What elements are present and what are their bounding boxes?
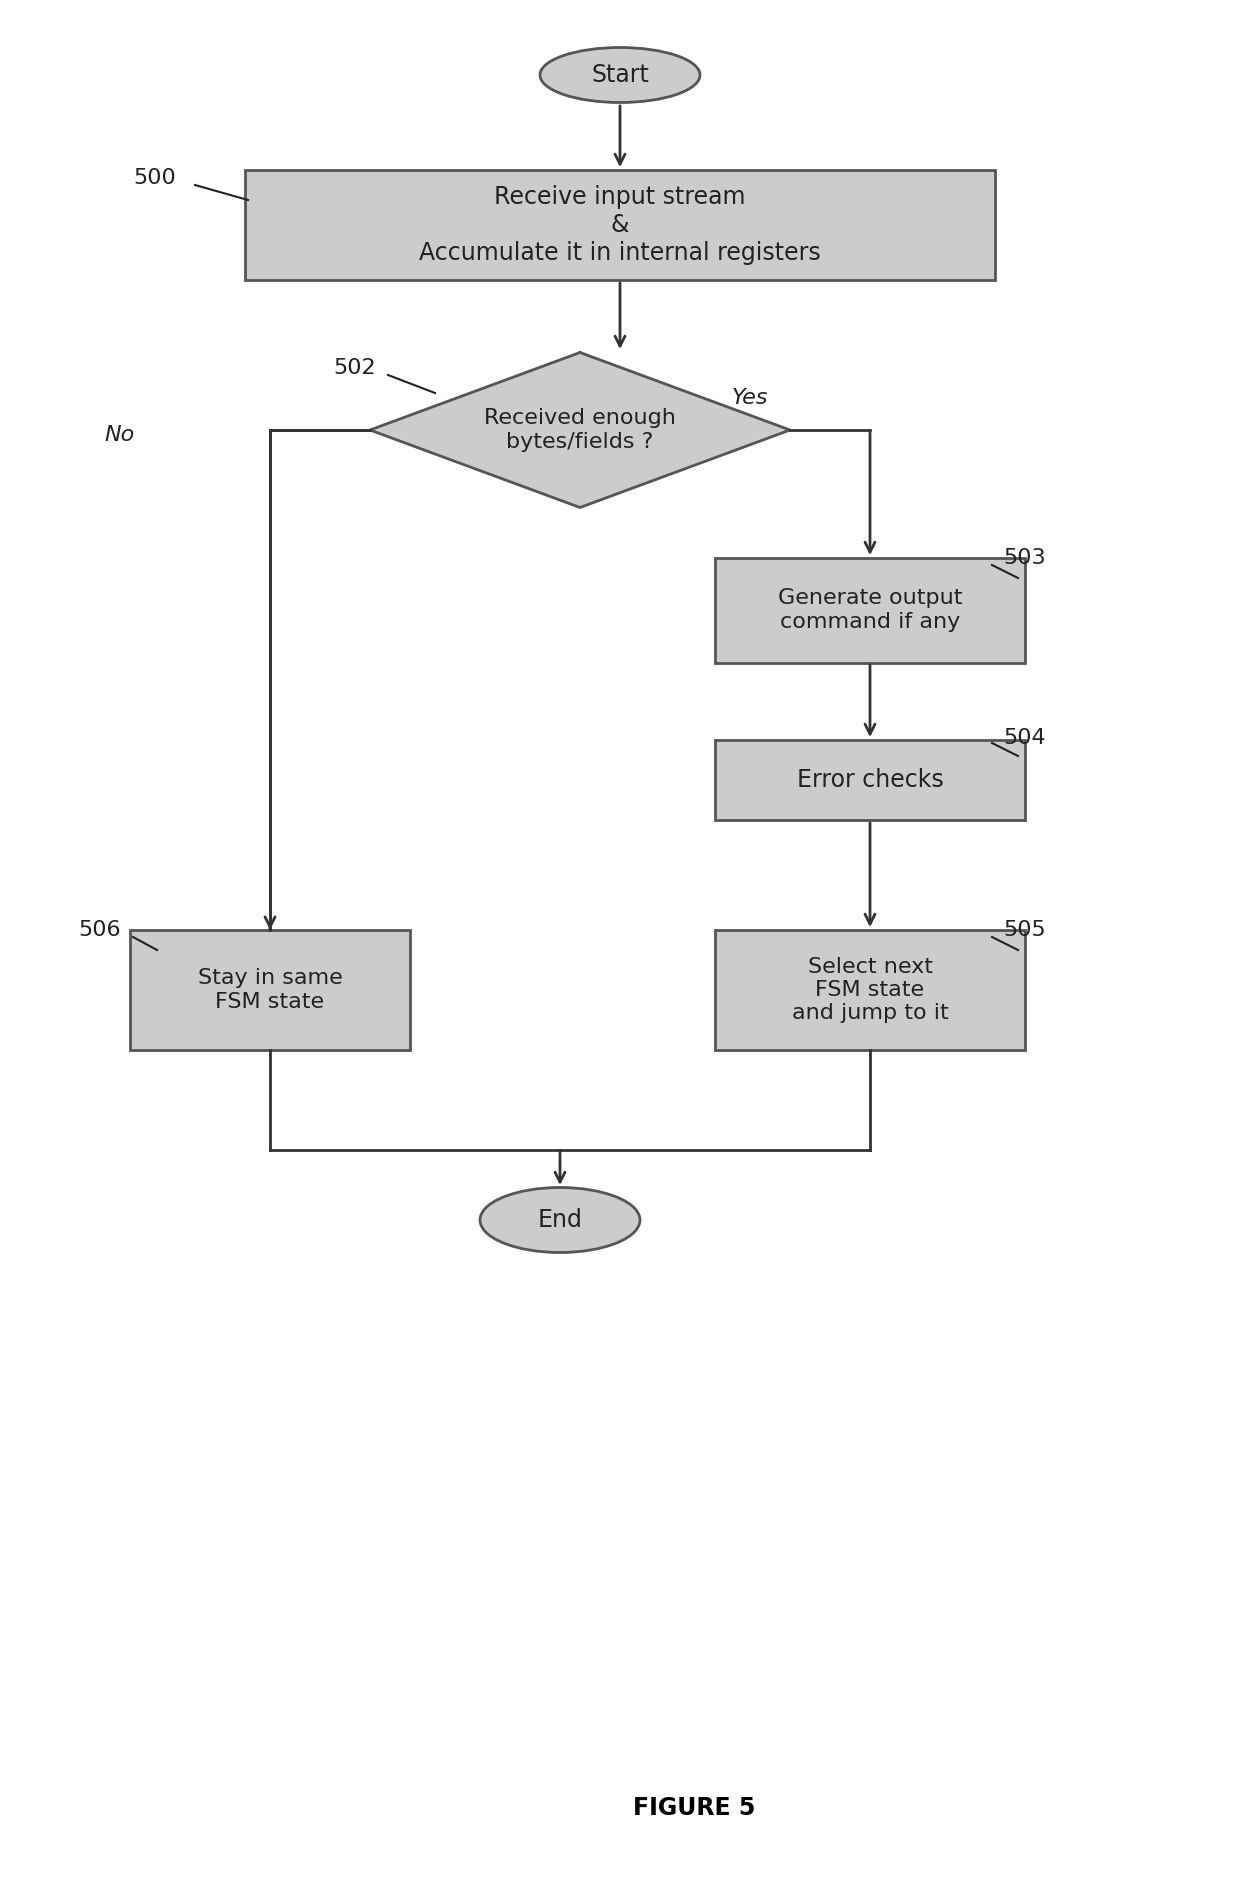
Text: 504: 504 [1003,729,1047,748]
Polygon shape [370,352,790,507]
Ellipse shape [480,1187,640,1253]
Text: Generate output
command if any: Generate output command if any [777,589,962,632]
Text: End: End [538,1208,583,1232]
Text: Error checks: Error checks [796,769,944,791]
Text: Received enough
bytes/fields ?: Received enough bytes/fields ? [484,409,676,452]
Text: FIGURE 5: FIGURE 5 [634,1796,755,1819]
Text: 502: 502 [334,358,376,379]
Text: Yes: Yes [732,388,769,409]
FancyBboxPatch shape [715,740,1025,820]
Text: Stay in same
FSM state: Stay in same FSM state [197,969,342,1011]
FancyBboxPatch shape [246,170,994,280]
Text: 506: 506 [78,920,122,941]
Text: Receive input stream
&
Accumulate it in internal registers: Receive input stream & Accumulate it in … [419,186,821,265]
Text: No: No [105,426,135,445]
FancyBboxPatch shape [130,929,410,1051]
FancyBboxPatch shape [715,929,1025,1051]
Text: Select next
FSM state
and jump to it: Select next FSM state and jump to it [791,956,949,1024]
Ellipse shape [539,47,701,102]
FancyBboxPatch shape [715,558,1025,663]
Text: 503: 503 [1003,547,1047,568]
Text: Start: Start [591,62,649,87]
Text: 505: 505 [1003,920,1047,941]
Text: 500: 500 [134,168,176,187]
